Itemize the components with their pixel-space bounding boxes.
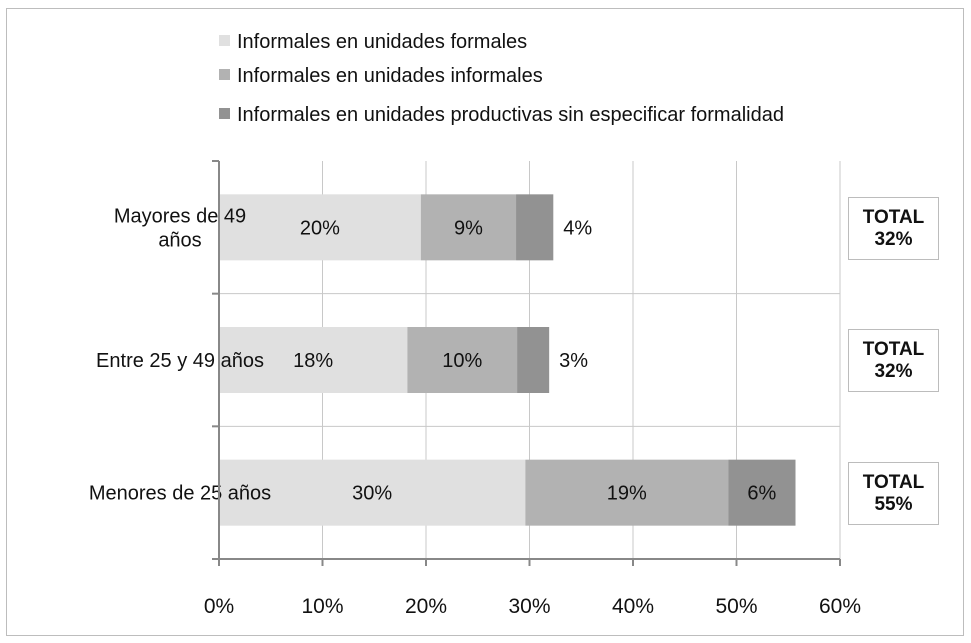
category-label: años (158, 229, 201, 251)
bar-segment (407, 327, 518, 393)
bar-segment (728, 459, 796, 526)
data-label: 20% (300, 217, 340, 239)
total-label: TOTAL (862, 471, 925, 493)
bar-segment (517, 327, 550, 393)
bar-segment (219, 327, 408, 393)
data-label: 3% (559, 350, 588, 372)
legend-label: Informales en unidades productivas sin e… (237, 104, 784, 126)
bar-segment (219, 194, 421, 261)
bar-segment (420, 194, 517, 261)
data-label: 19% (607, 483, 647, 505)
x-tick-label: 20% (405, 595, 447, 618)
legend-swatch (219, 69, 230, 80)
x-tick-label: 0% (204, 595, 234, 618)
legend-label: Informales en unidades informales (237, 65, 543, 87)
total-value: 32% (874, 228, 913, 250)
category-label: Menores de 25 años (89, 483, 271, 505)
data-label: 9% (454, 217, 483, 239)
data-label: 10% (442, 350, 482, 372)
total-value: 32% (874, 360, 913, 382)
x-tick-label: 10% (301, 595, 343, 618)
data-label: 6% (747, 483, 776, 505)
legend-label: Informales en unidades formales (237, 31, 527, 53)
total-label: TOTAL (862, 338, 925, 360)
total-box-0: TOTAL 32% (848, 197, 939, 260)
bar-segment (219, 459, 526, 526)
bar-segment (516, 194, 554, 261)
data-label: 18% (293, 350, 333, 372)
legend-swatch (219, 35, 230, 46)
x-tick-label: 60% (819, 595, 861, 618)
data-label: 30% (352, 483, 392, 505)
legend-swatch (219, 108, 230, 119)
x-tick-label: 40% (612, 595, 654, 618)
chart-frame (6, 8, 964, 636)
category-label: Entre 25 y 49 años (96, 350, 264, 372)
data-label: 4% (563, 217, 592, 239)
bar-segment (525, 459, 729, 526)
total-value: 55% (874, 493, 913, 515)
x-tick-label: 30% (508, 595, 550, 618)
total-box-2: TOTAL 55% (848, 462, 939, 525)
total-label: TOTAL (862, 206, 925, 228)
total-box-1: TOTAL 32% (848, 329, 939, 392)
category-label: Mayores de 49 (114, 205, 246, 227)
x-tick-label: 50% (715, 595, 757, 618)
